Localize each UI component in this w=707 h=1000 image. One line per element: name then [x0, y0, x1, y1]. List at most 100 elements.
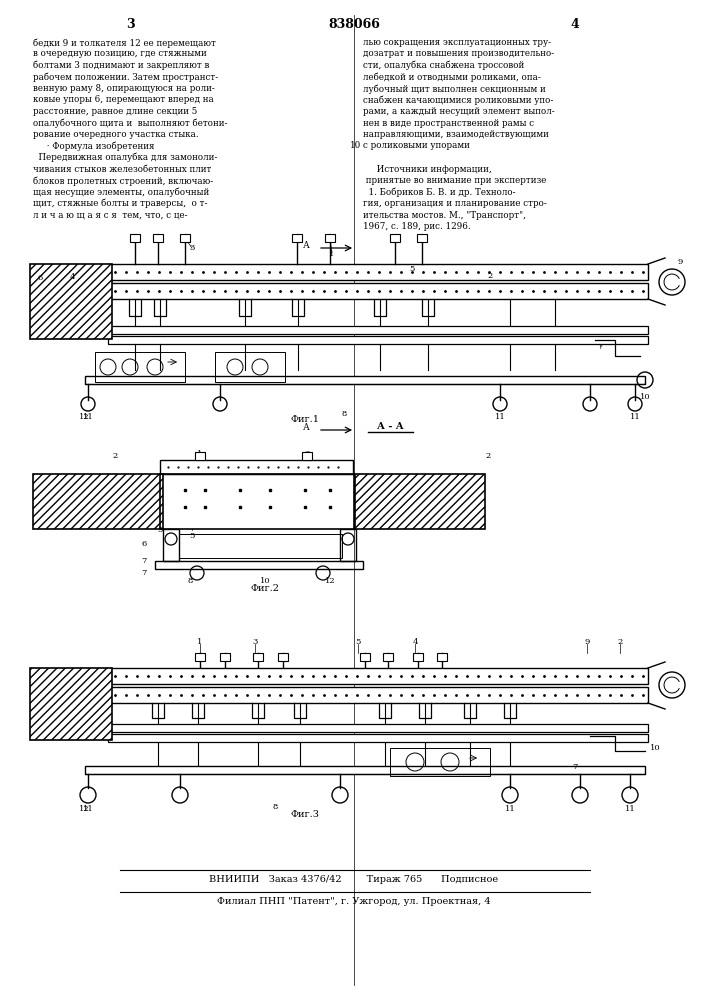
Text: Передвижная опалубка для замоноли-: Передвижная опалубка для замоноли-	[33, 153, 217, 162]
Bar	[360, 653, 370, 661]
Bar	[108, 283, 648, 299]
Text: 1: 1	[329, 250, 334, 258]
Bar	[108, 724, 648, 732]
Bar	[108, 264, 648, 280]
Text: 2: 2	[486, 452, 491, 460]
Text: нен в виде пространственной рамы с: нен в виде пространственной рамы с	[363, 118, 534, 127]
Bar	[130, 234, 140, 242]
Bar	[417, 234, 427, 242]
Text: 4: 4	[69, 273, 75, 281]
Text: расстояние, равное длине секции 5: расстояние, равное длине секции 5	[33, 107, 197, 116]
Text: Филиал ПНП "Патент", г. Ужгород, ул. Проектная, 4: Филиал ПНП "Патент", г. Ужгород, ул. Про…	[217, 897, 491, 906]
Text: сти, опалубка снабжена троссовой: сти, опалубка снабжена троссовой	[363, 61, 525, 70]
Bar	[390, 748, 490, 776]
Text: Фиг.2: Фиг.2	[250, 584, 279, 593]
Text: 5: 5	[189, 532, 194, 540]
Text: 1: 1	[197, 638, 203, 646]
Text: венную раму 8, опирающуюся на роли-: венную раму 8, опирающуюся на роли-	[33, 84, 215, 93]
Bar	[108, 687, 648, 703]
Text: 11: 11	[624, 805, 636, 813]
Text: бедки 9 и толкателя 12 ее перемещают: бедки 9 и толкателя 12 ее перемещают	[33, 38, 216, 47]
Bar	[155, 561, 363, 569]
Bar	[253, 653, 263, 661]
Bar	[160, 460, 353, 474]
Text: 4: 4	[412, 638, 418, 646]
Bar	[108, 668, 648, 684]
Text: 1. Бобриков Б. В. и др. Техноло-: 1. Бобриков Б. В. и др. Техноло-	[363, 188, 515, 197]
Text: Фиг.1: Фиг.1	[291, 415, 320, 424]
Text: болтами 3 поднимают и закрепляют в: болтами 3 поднимают и закрепляют в	[33, 61, 209, 70]
Text: л и ч а ю щ а я с я  тем, что, с це-: л и ч а ю щ а я с я тем, что, с це-	[33, 211, 187, 220]
Text: ВНИИПИ   Заказ 4376/42        Тираж 765      Подписное: ВНИИПИ Заказ 4376/42 Тираж 765 Подписное	[209, 875, 498, 884]
Text: 10: 10	[350, 141, 361, 150]
Text: 3: 3	[126, 18, 134, 31]
Bar	[302, 452, 312, 460]
Text: Фиг.3: Фиг.3	[291, 810, 320, 819]
Text: 7: 7	[141, 557, 147, 565]
Bar	[30, 264, 112, 339]
Text: А: А	[303, 240, 310, 249]
Text: 3: 3	[252, 638, 257, 646]
Text: 12: 12	[325, 577, 335, 585]
Bar	[179, 534, 342, 558]
Text: опалубочного щита и  выполняют бетони-: опалубочного щита и выполняют бетони-	[33, 118, 228, 128]
Text: 5: 5	[356, 638, 361, 646]
Bar	[390, 234, 400, 242]
Text: принятые во внимание при экспертизе: принятые во внимание при экспертизе	[363, 176, 547, 185]
Text: 8: 8	[187, 577, 193, 585]
Bar	[383, 653, 393, 661]
Bar	[195, 452, 205, 460]
Text: 5: 5	[409, 265, 415, 273]
Text: А: А	[303, 422, 310, 432]
Text: ковые упоры 6, перемещают вперед на: ковые упоры 6, перемещают вперед на	[33, 96, 214, 104]
Text: 6: 6	[141, 540, 147, 548]
Text: дозатрат и повышения производительно-: дозатрат и повышения производительно-	[363, 49, 554, 58]
Text: Источники информации,: Источники информации,	[363, 164, 492, 174]
Text: 11: 11	[630, 413, 641, 421]
Text: 10: 10	[650, 744, 660, 752]
Bar	[278, 653, 288, 661]
Text: лубочный щит выполнен секционным и: лубочный щит выполнен секционным и	[363, 84, 546, 94]
Text: с роликовыми упорами: с роликовыми упорами	[363, 141, 470, 150]
Text: снабжен качающимися роликовыми упо-: снабжен качающимися роликовыми упо-	[363, 96, 554, 105]
Text: 7: 7	[597, 343, 602, 351]
Text: рабочем положении. Затем пространст-: рабочем положении. Затем пространст-	[33, 73, 218, 82]
Text: ительства мостов. М., "Транспорт",: ительства мостов. М., "Транспорт",	[363, 211, 526, 220]
Text: 1967, с. 189, рис. 1296.: 1967, с. 189, рис. 1296.	[363, 222, 471, 231]
Bar	[340, 529, 356, 561]
Text: 11: 11	[83, 413, 93, 421]
Text: 9: 9	[584, 638, 590, 646]
Text: 11: 11	[495, 413, 506, 421]
Text: рами, а каждый несущий элемент выпол-: рами, а каждый несущий элемент выпол-	[363, 107, 555, 116]
Bar	[355, 474, 485, 529]
Text: А - А: А - А	[377, 422, 404, 431]
Text: направляющими, взаимодействующими: направляющими, взаимодействующими	[363, 130, 549, 139]
Bar	[215, 352, 285, 382]
Text: 2: 2	[112, 452, 117, 460]
Text: 8: 8	[272, 803, 278, 811]
Text: в очередную позицию, где стяжными: в очередную позицию, где стяжными	[33, 49, 206, 58]
Text: 10: 10	[259, 577, 270, 585]
Bar	[108, 326, 648, 334]
Text: 2: 2	[617, 638, 623, 646]
Text: 7: 7	[141, 569, 147, 577]
Text: 8: 8	[341, 410, 346, 418]
Bar	[325, 234, 335, 242]
Bar	[108, 336, 648, 344]
Bar	[33, 474, 163, 529]
Text: 3: 3	[189, 244, 194, 252]
Bar	[153, 234, 163, 242]
Bar	[108, 734, 648, 742]
Bar	[195, 653, 205, 661]
Text: 11: 11	[505, 805, 515, 813]
Text: щая несущие элементы, опалубочный: щая несущие элементы, опалубочный	[33, 188, 209, 197]
Text: 2: 2	[487, 272, 493, 280]
Text: 7: 7	[572, 763, 578, 771]
Text: лью сокращения эксплуатационных тру-: лью сокращения эксплуатационных тру-	[363, 38, 551, 47]
Text: чивания стыков железобетонных плит: чивания стыков железобетонных плит	[33, 164, 211, 174]
Bar	[180, 234, 190, 242]
Text: 9: 9	[677, 258, 683, 266]
Text: 6: 6	[37, 274, 42, 282]
Text: 3: 3	[304, 450, 310, 458]
Text: 4: 4	[571, 18, 579, 31]
